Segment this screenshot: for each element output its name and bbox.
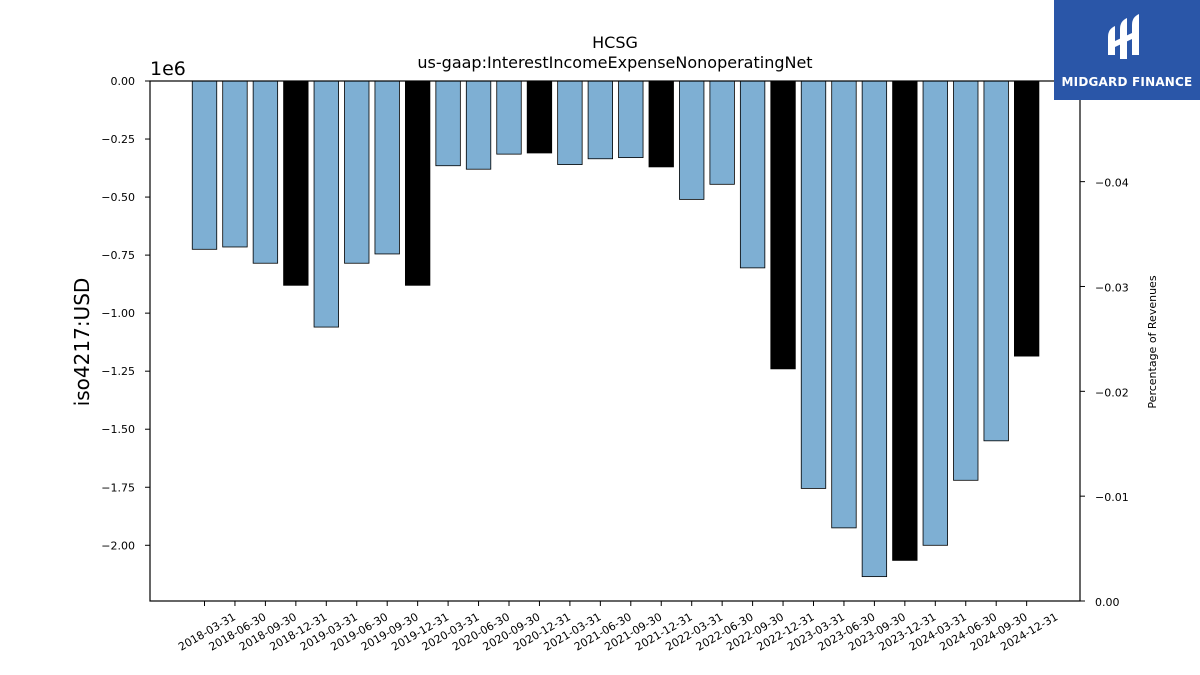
brand-logo: MIDGARD FINANCE [1054,0,1200,100]
bar [831,80,857,529]
bar [526,80,553,154]
chart-subtitle: us-gaap:InterestIncomeExpenseNonoperatin… [417,53,812,72]
bar [922,80,948,546]
y2-tick-label: −0.04 [1095,177,1129,190]
y-tick-label: −1.00 [101,307,135,320]
bar [739,80,766,269]
bar [1014,80,1040,357]
chart-title: HCSG [592,33,638,52]
bar [344,80,370,264]
bar [770,80,796,370]
y-tick-label: −2.00 [101,539,135,552]
bar [709,80,735,185]
y-tick-label: −0.75 [101,249,135,262]
bar [252,80,279,264]
y-offset-label: 1e6 [150,58,186,80]
x-ticks: 2018-03-312018-06-302018-09-302018-12-31… [176,601,1060,654]
bar [861,80,888,578]
bar [496,80,522,155]
bars-group [191,80,1040,578]
y-axis-label: iso4217:USD [70,278,94,407]
y-ticks: 0.00 −0.25 −0.50 −0.75 −1.00 −1.25 −1.50 −1.75 −… [101,75,150,552]
bar [800,80,827,489]
bar [648,80,674,168]
y-tick-label: −0.50 [101,191,135,204]
y2-tick-label: −0.01 [1095,491,1129,504]
bar [191,80,218,250]
bar [313,80,339,328]
bar [587,80,613,160]
y-tick-label: −1.25 [101,365,135,378]
logo-text: MIDGARD FINANCE [1061,75,1193,89]
bar [465,80,492,170]
y2-tick-label: −0.02 [1095,386,1129,399]
bar [222,80,248,248]
bar [283,80,309,286]
bar [892,80,918,561]
bar [374,80,400,255]
y-tick-label: −1.75 [101,481,135,494]
y2-tick-label: −0.03 [1095,281,1129,294]
y-tick-label: −0.25 [101,133,135,146]
bar [404,80,431,286]
y2-ticks: 0.00 −0.01 −0.02 −0.03 −0.04 [1080,177,1129,609]
y-tick-label: 0.00 [111,75,136,88]
plot-frame [149,80,1081,602]
y-tick-label: −1.50 [101,423,135,436]
y2-tick-label: 0.00 [1095,596,1120,609]
logo-mark-icon [1108,14,1139,59]
bar [435,80,461,167]
bar [953,80,979,481]
bar [557,80,583,165]
bar [983,80,1009,442]
y2-axis-label: Percentage of Revenues [1146,275,1159,408]
bar [679,80,705,200]
bar [618,80,644,159]
